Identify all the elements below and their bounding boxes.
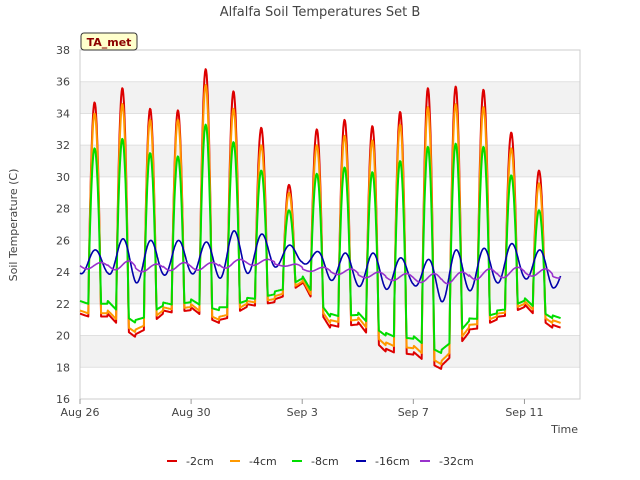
legend-item: -16cm [356,455,410,468]
x-tick-label: Sep 3 [287,406,318,419]
legend-item: -32cm [420,455,474,468]
background-band [80,208,580,241]
legend-label: -8cm [311,455,339,468]
series-lines [79,68,562,370]
plot-background-bands [80,81,580,368]
legend-item: -2cm [167,455,214,468]
background-band [80,81,580,114]
ta-met-badge: TA_met [80,32,138,51]
x-axis-ticks: Aug 26 Aug 30 Sep 3 Sep 7 Sep 11 [61,399,544,419]
background-band [80,335,580,368]
background-band [80,145,580,177]
x-axis-label: Time [550,423,578,436]
badge-label: TA_met [87,36,132,49]
y-tick-label: 26 [56,234,70,247]
legend-item: -8cm [292,455,339,468]
legend-item: -4cm [230,455,277,468]
x-tick-label: Sep 7 [398,406,429,419]
x-tick-label: Aug 26 [61,406,100,419]
y-tick-label: 38 [56,44,70,57]
y-tick-label: 32 [56,139,70,152]
legend: -2cm -4cm -8cm -16cm -32cm [167,455,474,468]
y-tick-label: 30 [56,171,70,184]
y-tick-label: 36 [56,76,70,89]
y-tick-label: 22 [56,298,70,311]
y-tick-label: 34 [56,107,70,120]
y-tick-label: 16 [56,393,70,406]
y-axis-ticks: 16 18 20 22 24 26 28 30 32 34 36 38 [56,44,70,406]
x-tick-label: Sep 11 [505,406,543,419]
y-tick-label: 28 [56,203,70,216]
background-band [80,272,580,304]
y-tick-label: 24 [56,266,70,279]
y-axis-label: Soil Temperature (C) [7,169,20,282]
y-tick-label: 20 [56,330,70,343]
chart-title: Alfalfa Soil Temperatures Set B [220,5,421,20]
series-line-4cm [79,84,561,366]
series-line-32cm [79,258,561,285]
badge-box [80,32,138,51]
legend-label: -4cm [249,455,277,468]
x-tick-label: Aug 30 [172,406,211,419]
series-line-16cm [79,230,562,303]
plot-area-frame [79,49,581,400]
legend-label: -16cm [375,455,410,468]
legend-label: -2cm [186,455,214,468]
legend-label: -32cm [439,455,474,468]
series-line-8cm [79,123,561,354]
y-tick-label: 18 [56,361,70,374]
